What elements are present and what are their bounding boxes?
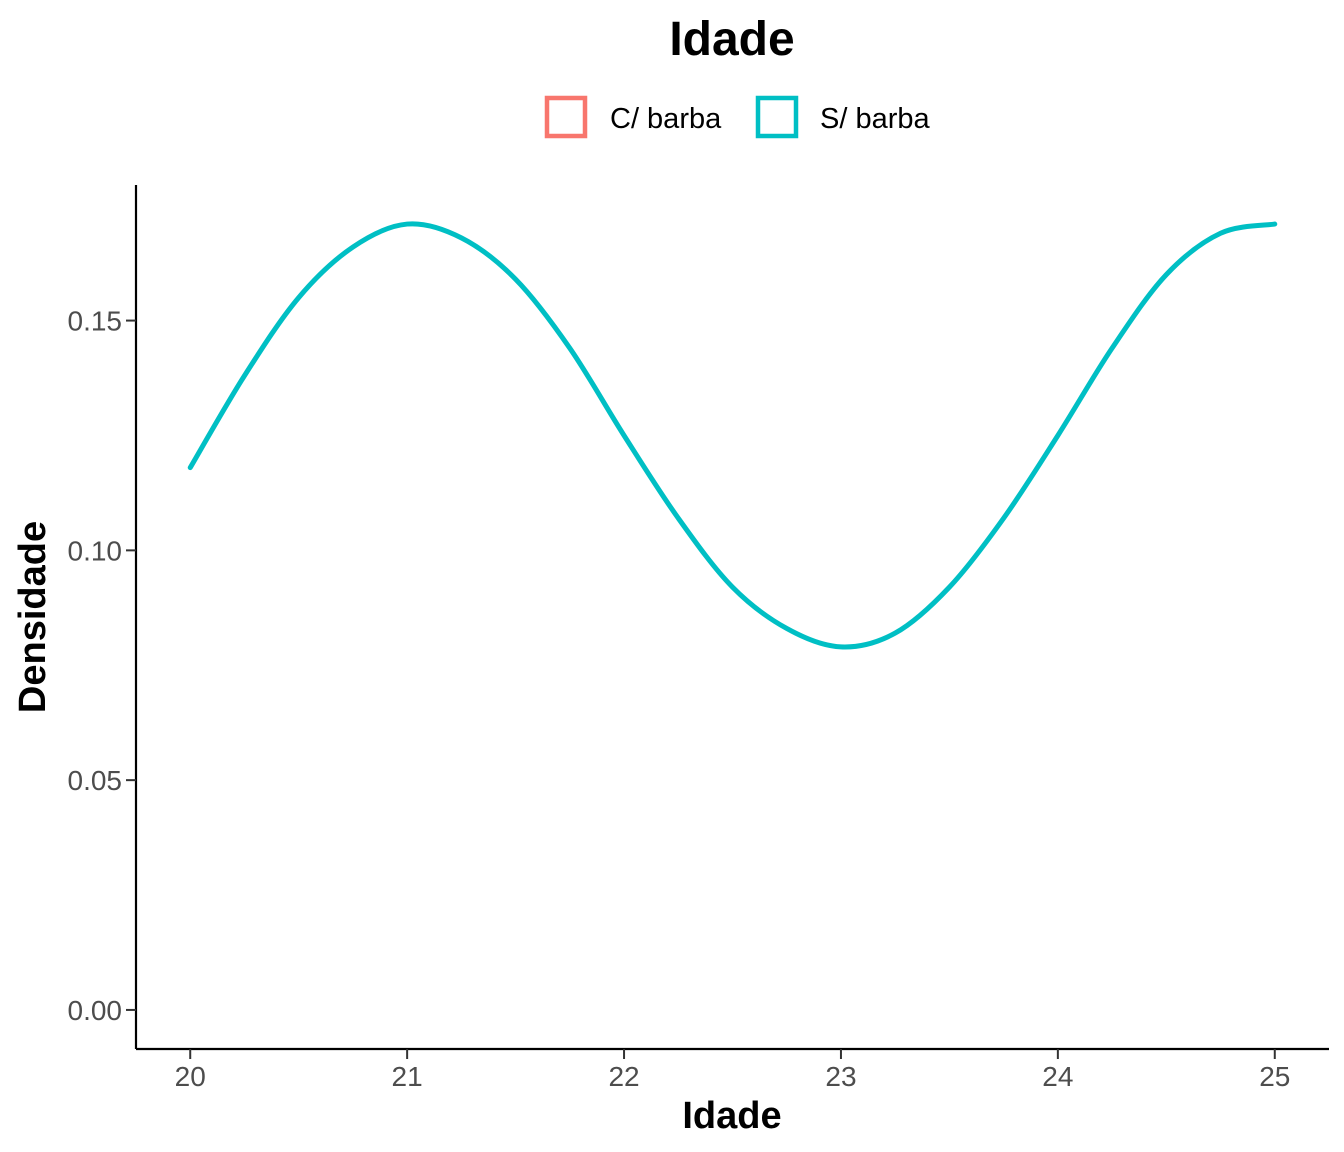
legend-key-s-barba	[755, 95, 799, 139]
chart-title: Idade	[669, 13, 794, 66]
legend-label-c-barba: C/ barba	[610, 103, 722, 135]
x-tick-label: 21	[392, 1061, 423, 1092]
x-tick-label: 22	[608, 1061, 639, 1092]
legend: C/ barba S/ barba	[544, 95, 930, 139]
y-tick-label: 0.15	[68, 306, 123, 337]
legend-key-c-barba	[544, 95, 588, 139]
y-axis-title: Densidade	[12, 521, 54, 713]
series-line-s-barba	[187, 221, 1278, 650]
x-tick-label: 23	[825, 1061, 856, 1092]
plot-area: 20 21 22 23 24 25 0.00 0.05 0.10 0.15	[68, 185, 1329, 1092]
legend-label-s-barba: S/ barba	[820, 103, 930, 135]
x-axis-ticks: 20 21 22 23 24 25	[175, 1049, 1290, 1092]
y-tick-label: 0.05	[68, 765, 123, 796]
y-tick-label: 0.10	[68, 535, 123, 566]
y-axis-ticks: 0.00 0.05 0.10 0.15	[68, 306, 136, 1026]
x-tick-label: 24	[1042, 1061, 1073, 1092]
x-tick-label: 25	[1259, 1061, 1290, 1092]
y-tick-label: 0.00	[68, 995, 123, 1026]
x-tick-label: 20	[175, 1061, 206, 1092]
x-axis-title: Idade	[682, 1095, 781, 1137]
